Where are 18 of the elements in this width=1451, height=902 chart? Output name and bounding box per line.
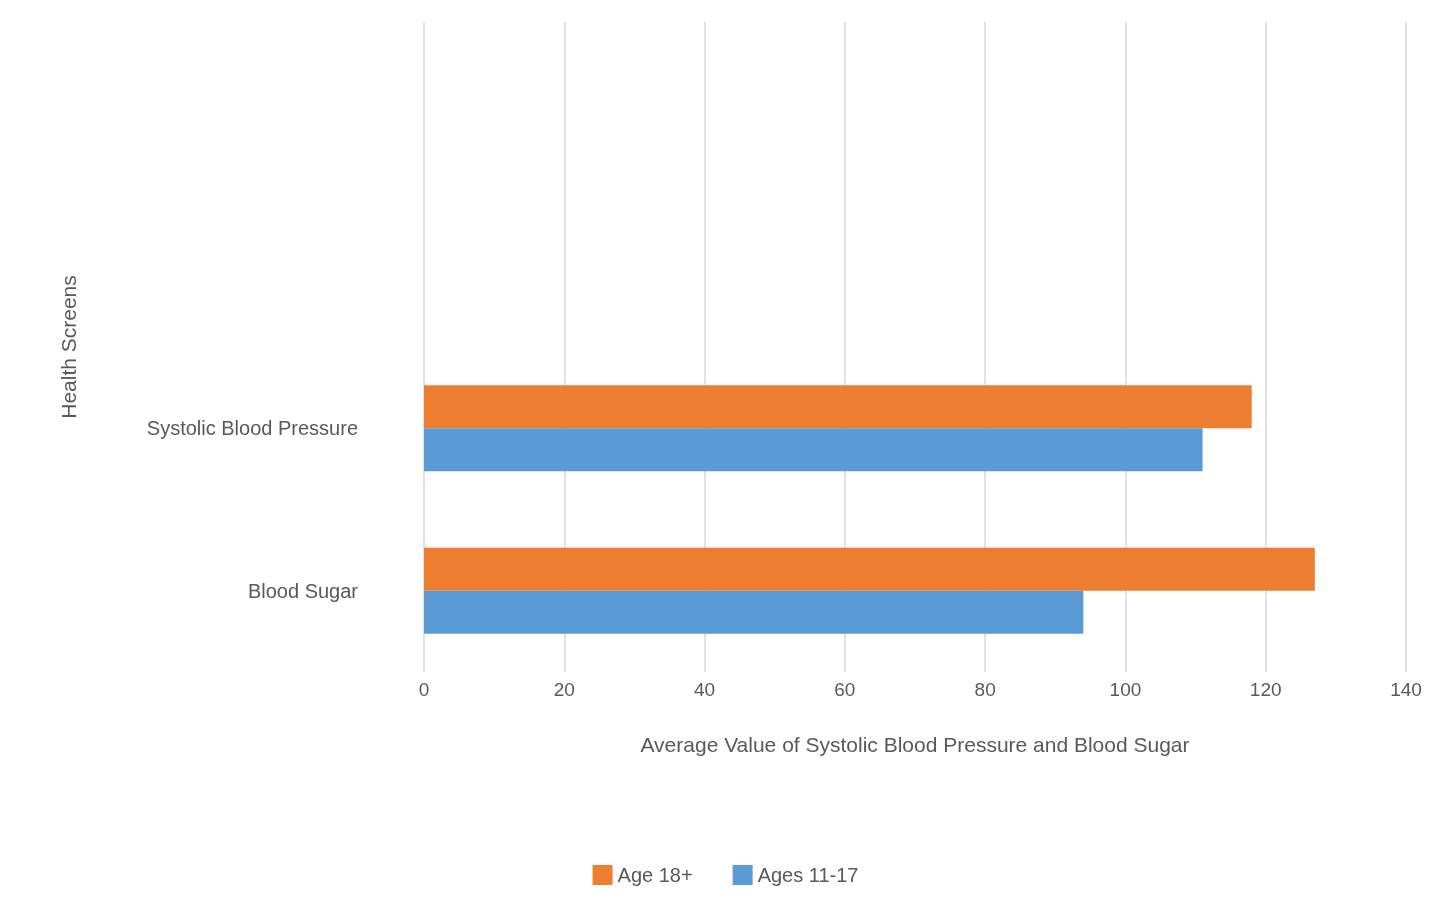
x-axis-title: Average Value of Systolic Blood Pressure and Blood Sugar <box>640 733 1190 756</box>
bar <box>424 590 1084 634</box>
x-tick-label: 20 <box>553 679 575 700</box>
x-tick-label: 60 <box>834 679 856 700</box>
y-tick-label: Systolic Blood Pressure <box>146 417 358 440</box>
y-tick-label: Blood Sugar <box>247 579 359 602</box>
bar <box>424 428 1203 472</box>
x-tick-label: 100 <box>1109 679 1142 700</box>
bar <box>424 385 1252 429</box>
legend-label: Age 18+ <box>617 864 693 886</box>
y-axis-title: Health Screens <box>57 275 80 419</box>
x-tick-label: 140 <box>1390 679 1422 700</box>
x-tick-label: 80 <box>974 679 996 700</box>
x-tick-label: 0 <box>418 679 430 700</box>
x-tick-label: 40 <box>694 679 716 700</box>
bar <box>424 547 1315 591</box>
legend-label: Ages 11-17 <box>757 864 859 886</box>
x-tick-label: 120 <box>1249 679 1282 700</box>
